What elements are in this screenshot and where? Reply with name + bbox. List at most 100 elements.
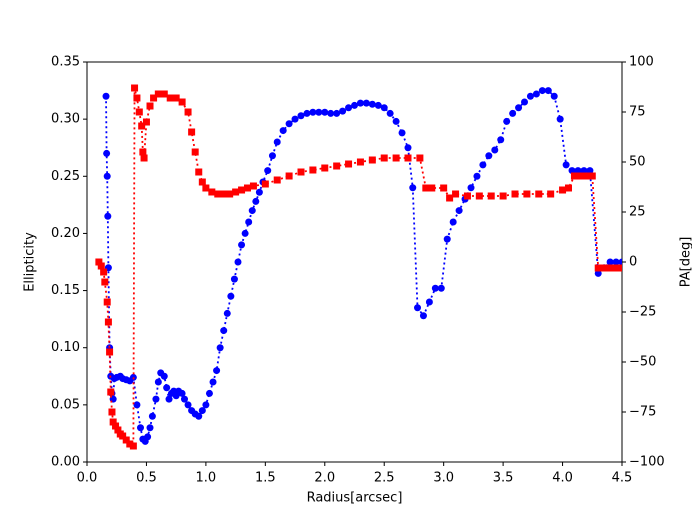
y-axis-label: Ellipticity	[23, 232, 38, 292]
point	[535, 190, 543, 198]
x-tick-label: 0.0	[77, 471, 98, 486]
point	[198, 407, 206, 415]
y2-tick-label: 100	[629, 55, 654, 70]
point	[226, 190, 234, 198]
point	[160, 372, 168, 380]
point	[497, 136, 505, 144]
point	[374, 101, 382, 109]
point	[586, 167, 594, 175]
point	[612, 264, 620, 272]
point	[184, 401, 192, 409]
point	[327, 109, 335, 117]
y2-tick-label: −25	[629, 305, 656, 320]
point	[422, 184, 430, 192]
point	[213, 367, 221, 375]
point	[574, 167, 582, 175]
point	[547, 190, 555, 198]
point	[392, 117, 400, 125]
point	[380, 154, 388, 162]
point	[273, 176, 281, 184]
point	[570, 172, 578, 180]
point	[449, 218, 457, 226]
point	[195, 168, 203, 176]
point	[100, 268, 108, 276]
point	[133, 94, 141, 102]
point	[291, 115, 299, 123]
point	[268, 152, 276, 160]
point	[339, 107, 347, 115]
point	[414, 304, 422, 312]
point	[114, 426, 122, 434]
point	[538, 87, 546, 95]
point	[594, 264, 602, 272]
x-tick-label: 1.0	[196, 471, 217, 486]
x-tick-label: 4.0	[552, 471, 573, 486]
point	[594, 269, 602, 277]
point	[499, 192, 507, 200]
point	[126, 440, 134, 448]
point	[463, 192, 471, 200]
point	[511, 190, 519, 198]
point	[198, 178, 206, 186]
point	[467, 184, 475, 192]
point	[103, 149, 111, 157]
point	[202, 401, 210, 409]
point	[139, 148, 147, 156]
point	[437, 284, 445, 292]
point	[234, 258, 242, 266]
point	[178, 389, 186, 397]
point	[356, 99, 364, 107]
point	[345, 104, 353, 112]
point	[97, 262, 105, 270]
point	[368, 156, 376, 164]
point	[148, 412, 156, 420]
point	[404, 144, 412, 152]
point	[345, 160, 353, 168]
point	[440, 184, 448, 192]
point	[333, 162, 341, 170]
point	[455, 207, 463, 215]
x-tick-label: 2.0	[314, 471, 335, 486]
point	[356, 158, 364, 166]
y2-tick-label: 25	[629, 205, 646, 220]
point	[532, 90, 540, 98]
y-tick-label: 0.35	[51, 55, 80, 70]
point	[419, 312, 427, 320]
point	[103, 172, 111, 180]
x-axis-label: Radius[arcsec]	[307, 491, 403, 506]
point	[559, 186, 567, 194]
point	[245, 218, 253, 226]
point	[485, 152, 493, 160]
point	[244, 184, 251, 192]
point	[487, 192, 495, 200]
point	[138, 122, 146, 130]
point	[565, 184, 572, 192]
point	[618, 258, 622, 266]
y-tick-label: 0.20	[51, 226, 80, 241]
y2-axis-label: PA[deg]	[679, 237, 692, 288]
point	[146, 102, 154, 110]
point	[216, 344, 224, 352]
point	[137, 424, 144, 432]
point	[273, 138, 281, 146]
point	[297, 168, 305, 176]
point	[140, 154, 148, 162]
point	[252, 197, 260, 205]
point	[550, 92, 558, 100]
point	[150, 94, 158, 102]
point	[576, 172, 584, 180]
x-tick-label: 3.5	[493, 471, 514, 486]
point	[146, 424, 154, 432]
point	[152, 395, 160, 403]
point	[588, 172, 596, 180]
point	[333, 109, 341, 117]
point	[321, 108, 329, 116]
point	[526, 92, 534, 100]
point	[606, 264, 614, 272]
point	[475, 192, 483, 200]
point	[232, 188, 240, 196]
point	[178, 98, 186, 106]
point	[618, 264, 622, 272]
point	[491, 146, 499, 154]
